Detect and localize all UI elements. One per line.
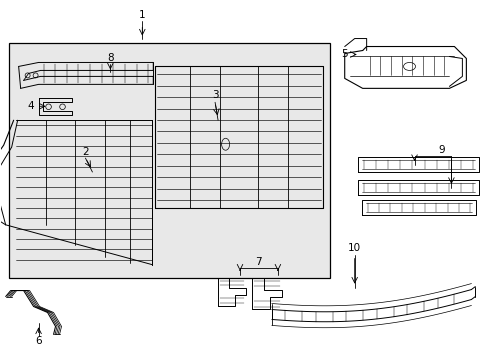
Text: 7: 7 [254,257,261,267]
Text: 8: 8 [107,54,114,63]
Text: 10: 10 [347,243,361,253]
Text: 5: 5 [341,49,347,59]
Text: 3: 3 [211,90,218,100]
Text: 2: 2 [82,147,89,157]
Text: 4: 4 [27,101,34,111]
Text: 1: 1 [139,10,145,20]
Text: 9: 9 [437,145,444,155]
Text: 6: 6 [35,336,42,346]
Polygon shape [9,42,329,278]
